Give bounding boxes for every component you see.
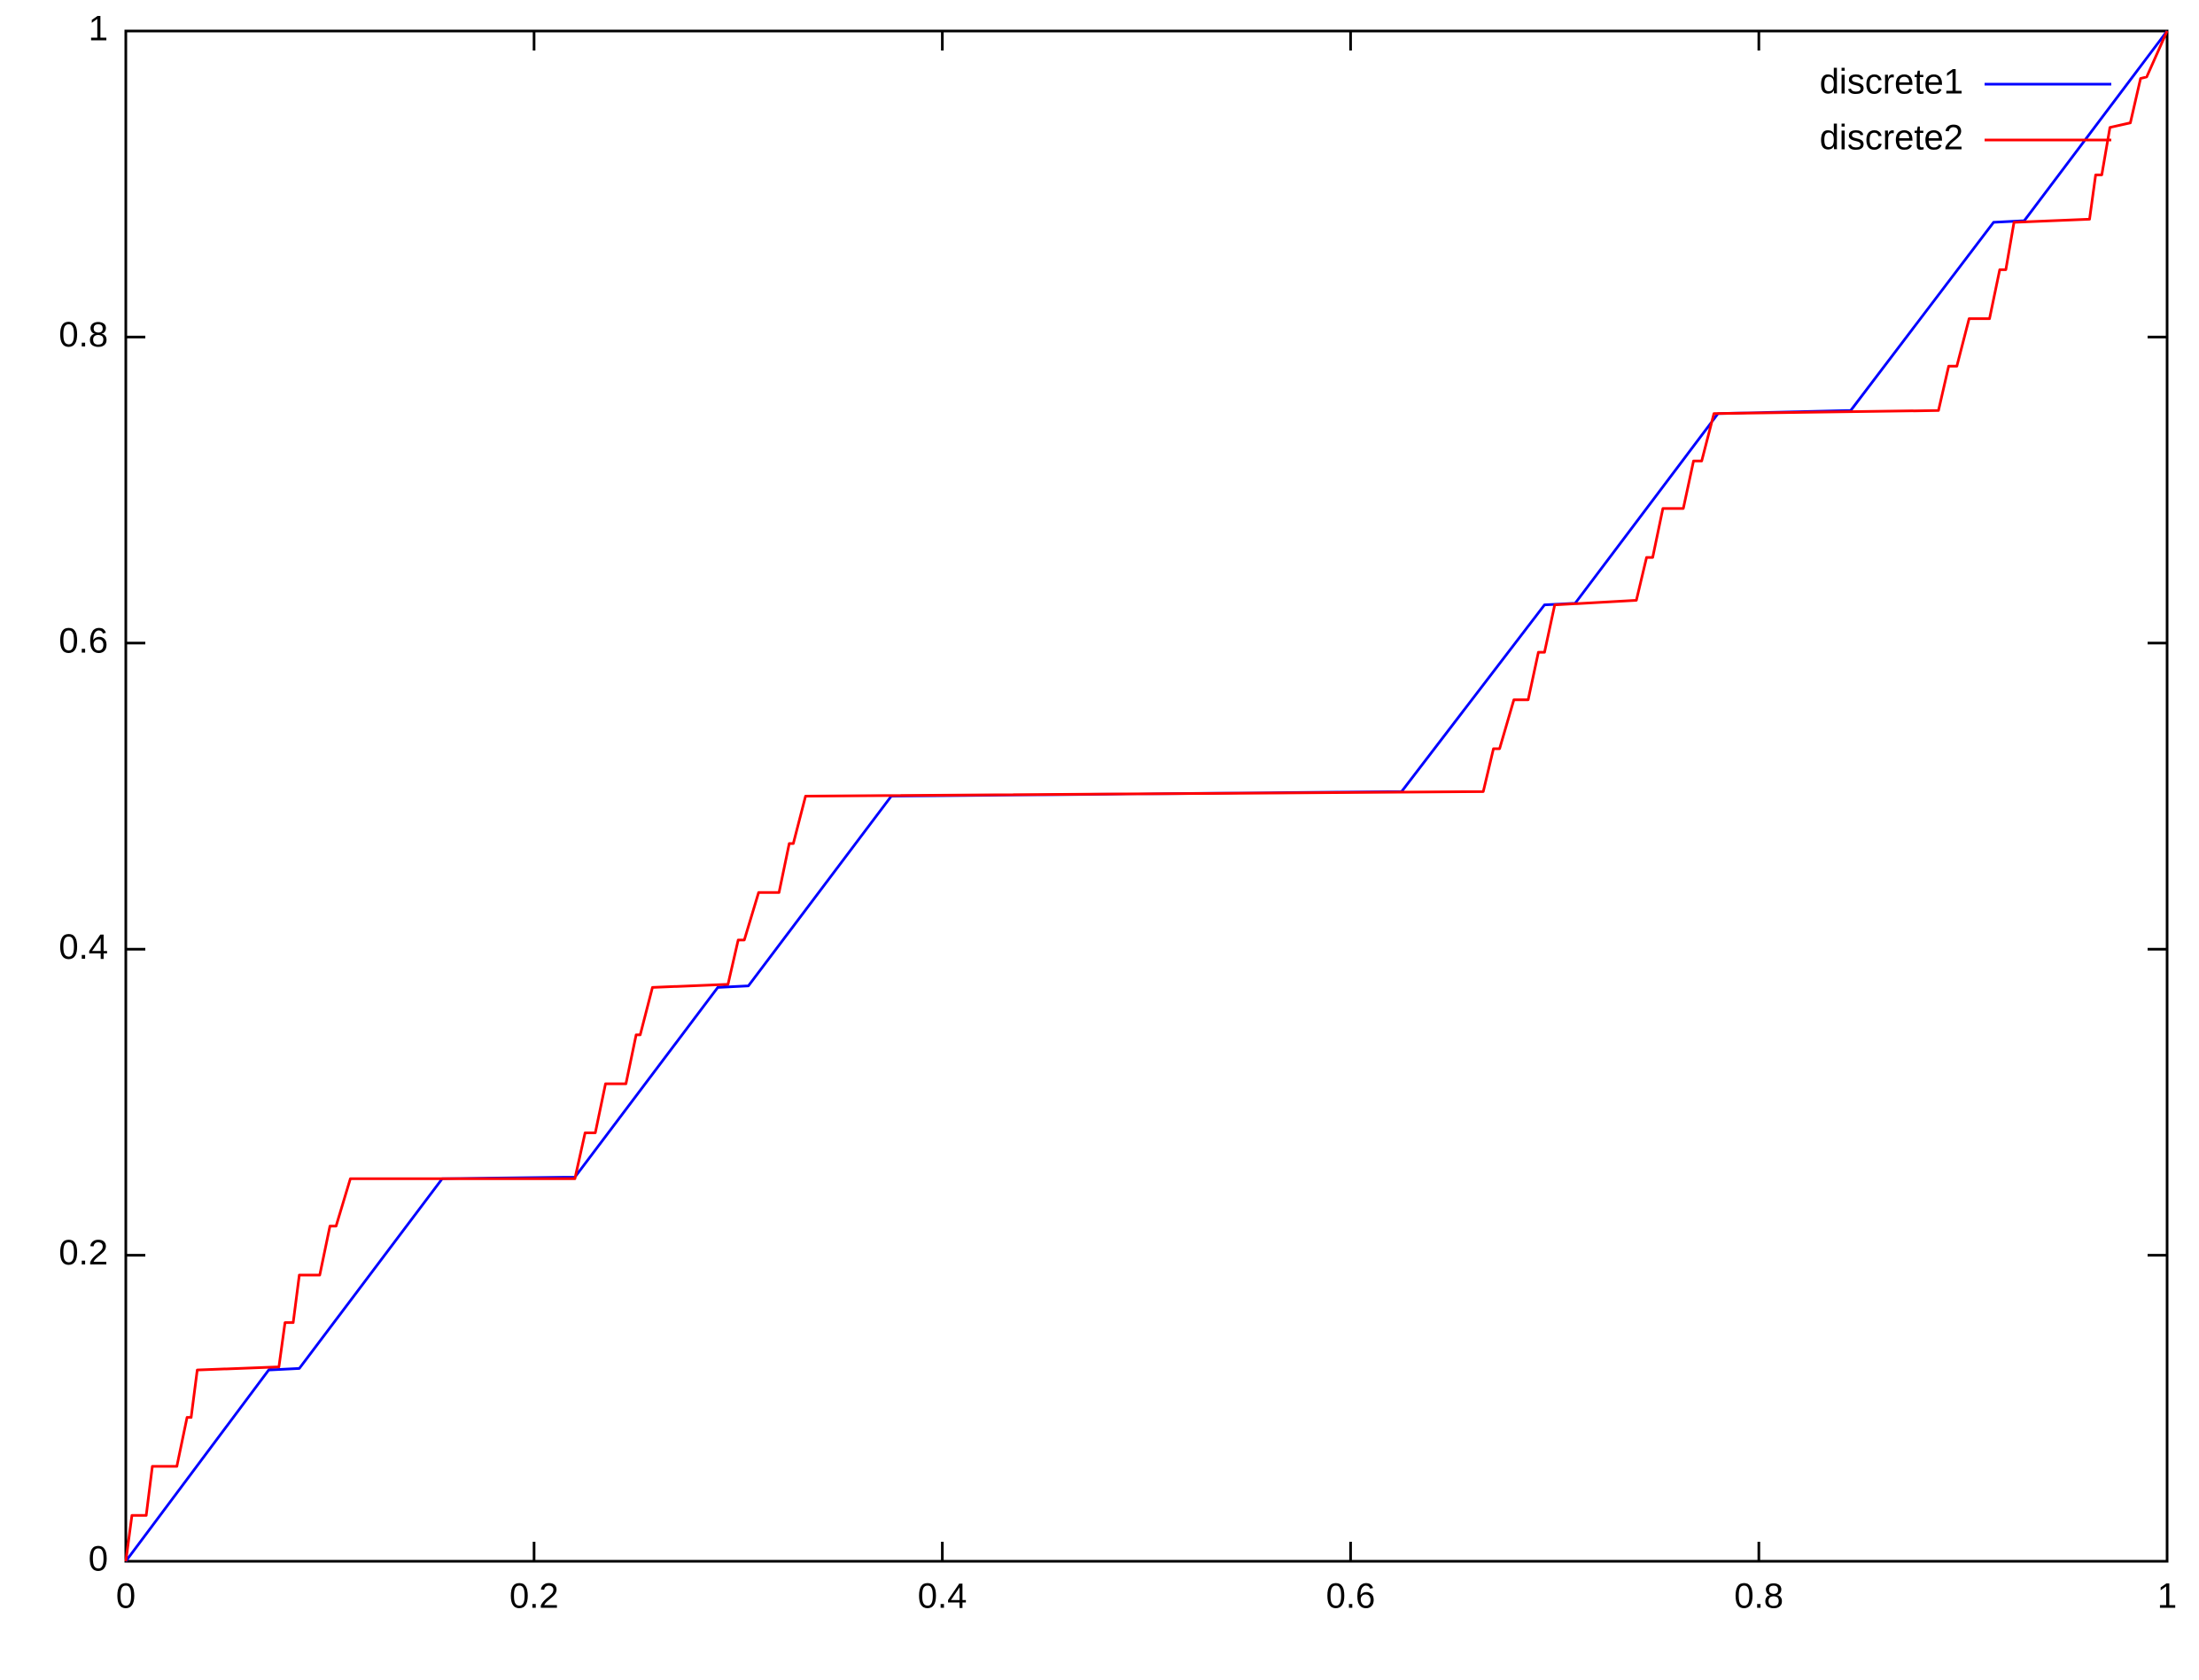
x-tick-label: 0.4 [918, 1577, 967, 1616]
plot-frame [124, 29, 2169, 1563]
x-tick-label: 0.2 [509, 1577, 559, 1616]
y-tick-label: 0 [89, 1540, 108, 1579]
y-tick-label: 0.6 [58, 621, 108, 660]
legend-label: discrete1 [1820, 63, 1963, 102]
x-tick-label: 0 [116, 1577, 136, 1616]
x-tick-label: 0.8 [1734, 1577, 1783, 1616]
y-tick-label: 0.2 [58, 1233, 108, 1272]
data-line [124, 30, 2169, 1562]
data-line [124, 30, 2169, 1562]
x-tick-label: 1 [2157, 1577, 2177, 1616]
x-tick-label: 0.6 [1326, 1577, 1376, 1616]
y-tick-label: 0.4 [58, 928, 108, 967]
y-tick-label: 0.8 [58, 315, 108, 354]
legend-label: discrete2 [1820, 119, 1963, 158]
y-tick-label: 1 [89, 10, 108, 49]
